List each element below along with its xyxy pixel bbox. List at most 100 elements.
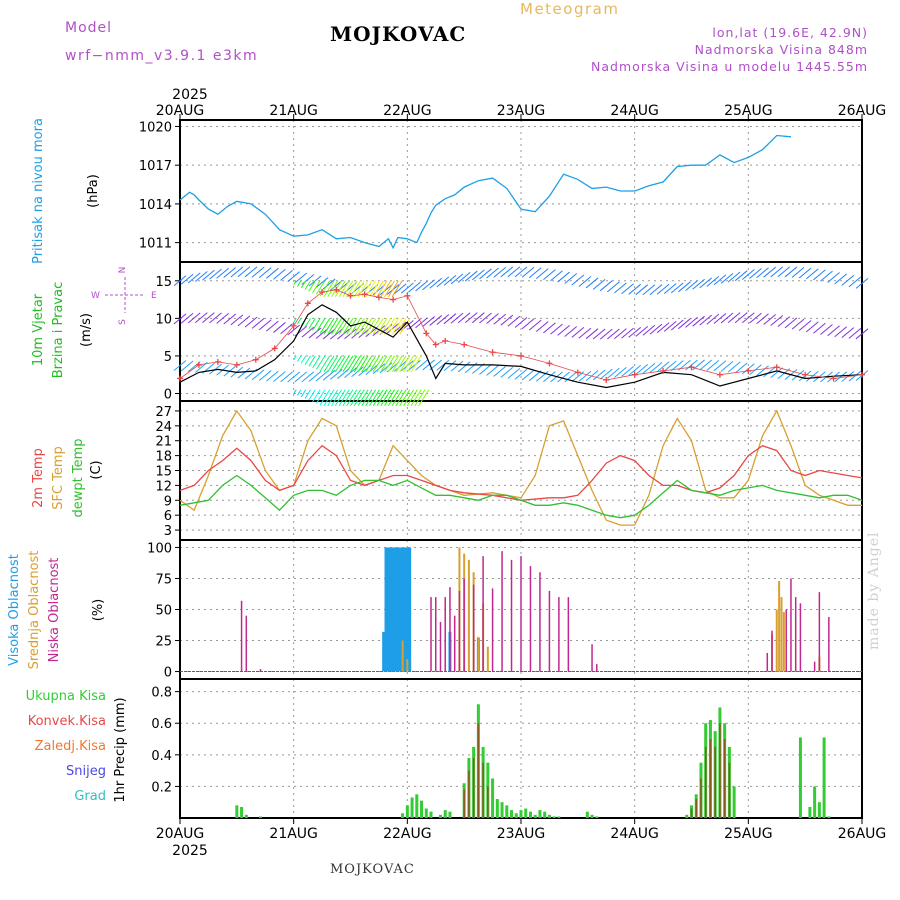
wind-hatch: [297, 355, 302, 362]
wind-arrow: [649, 362, 663, 373]
precip-bar-rain: [827, 816, 831, 818]
precip-bar-conv: [695, 799, 698, 818]
cloud-bar-high: [405, 547, 409, 672]
y-tick-label: 24: [155, 420, 172, 435]
wind-arrow: [273, 371, 286, 382]
cloud-bar-high: [403, 547, 407, 672]
wind-hatch: [304, 355, 311, 365]
x-tick-label-top: 20AUG: [156, 103, 205, 119]
precip-bar-conv: [719, 723, 721, 818]
x-tick-label-top: 24AUG: [610, 103, 659, 119]
wind-arrow: [649, 284, 663, 296]
y-tick-label: 15: [155, 275, 172, 290]
wind-hatch: [334, 355, 346, 373]
wind-arrow: [202, 312, 215, 324]
x-tick-label-top: 22AUG: [383, 103, 432, 119]
precip-bar-rain: [817, 802, 821, 818]
wind-arrow: [592, 369, 606, 381]
wind-hatch: [361, 389, 373, 406]
wind-hatch: [312, 280, 321, 294]
model-label: Model: [65, 20, 113, 36]
wind-arrow: [699, 359, 713, 371]
y-tick-label: 0: [164, 666, 172, 681]
cloud-bar-low: [548, 590, 551, 672]
x-tick-label-bottom: 26AUG: [838, 826, 887, 842]
wind-arrow: [237, 367, 251, 379]
precip-bar-rain: [244, 814, 248, 818]
wind-hatch: [293, 389, 297, 394]
wind-hatch: [304, 280, 311, 290]
y-tick-label: 0: [164, 387, 172, 402]
wind-hatch: [369, 389, 380, 406]
wind-arrow: [280, 371, 293, 383]
x-tick-label-bottom: 21AUG: [269, 826, 318, 842]
cloud-bar-mid: [467, 559, 470, 672]
cloud-bar-mid: [780, 597, 783, 672]
precip-bar-rain: [438, 814, 442, 818]
wind-hatch: [315, 355, 326, 370]
wind-arrow: [180, 360, 194, 372]
wind-arrow: [770, 266, 784, 278]
chart-type-label: Meteogram: [520, 0, 620, 18]
cloud-bar-low: [828, 616, 830, 672]
wind-arrow: [557, 271, 570, 283]
wind-arrow: [607, 328, 620, 340]
wind-hatch: [380, 355, 392, 373]
wind-arrow: [514, 317, 528, 328]
wind-arrow: [642, 324, 656, 336]
wind-arrow: [173, 313, 187, 325]
wind-hatch: [338, 355, 350, 373]
wind-arrow: [315, 277, 329, 288]
wind-arrow: [187, 361, 201, 372]
panel-wind: 0 5 10 15: [155, 261, 863, 402]
cloud-bar-low: [439, 621, 442, 672]
wind-arrow: [720, 360, 734, 372]
wind-arrow: [209, 312, 222, 324]
year-label-top: 2025: [172, 87, 208, 103]
wind-arrow: [614, 282, 627, 294]
y-tick-label: 50: [155, 604, 172, 619]
wind-hatch: [346, 318, 358, 335]
cloud-bar-low: [240, 600, 243, 672]
wind-arrow: [187, 312, 201, 324]
wind-arrow: [436, 314, 450, 325]
cloud-bar-mid: [778, 580, 781, 672]
sfc-temp-label: SFC Temp: [51, 446, 66, 510]
wind-arrow: [763, 314, 776, 325]
wind-arrow: [614, 366, 627, 378]
wind-arrow: [194, 312, 208, 324]
wind-arrow: [564, 273, 578, 284]
wind-arrow: [805, 321, 819, 333]
wind-arrow: [443, 274, 457, 286]
wind-arrow: [528, 319, 542, 331]
cloud-bar-low: [510, 559, 513, 672]
wind-hatch: [387, 355, 399, 373]
wind-unit: (m/s): [79, 313, 94, 347]
wind-hatch: [406, 389, 418, 406]
wind-arrow: [784, 266, 798, 278]
wind-hatch: [331, 355, 342, 373]
cloud-bar-high: [401, 547, 405, 672]
cloud-bar-low: [596, 664, 598, 672]
wind-arrow: [599, 368, 613, 380]
station-title: MOJKOVAC: [330, 22, 467, 46]
wind-hatch: [357, 280, 369, 298]
wind-arrow: [692, 278, 705, 290]
wind-arrow: [287, 324, 300, 336]
wind-hatch: [323, 280, 335, 298]
wind-hatch: [357, 389, 369, 406]
cloud-bar-low: [799, 603, 802, 672]
wind-arrow: [571, 274, 585, 286]
wind-arrow: [194, 271, 208, 282]
wind-arrow: [216, 267, 229, 279]
wind-hatch: [304, 389, 311, 399]
wind-hatch: [376, 389, 388, 406]
wind-hatch: [384, 318, 396, 335]
coords-label: lon,lat (19.6E, 42.9N): [712, 25, 868, 40]
cloud-bar-low: [520, 556, 522, 672]
wind-arrow: [251, 266, 265, 278]
wind-arrow: [273, 268, 286, 280]
wind-arrow: [223, 267, 237, 278]
cloud-bar-high: [389, 547, 393, 672]
wind-hatch: [342, 389, 354, 406]
